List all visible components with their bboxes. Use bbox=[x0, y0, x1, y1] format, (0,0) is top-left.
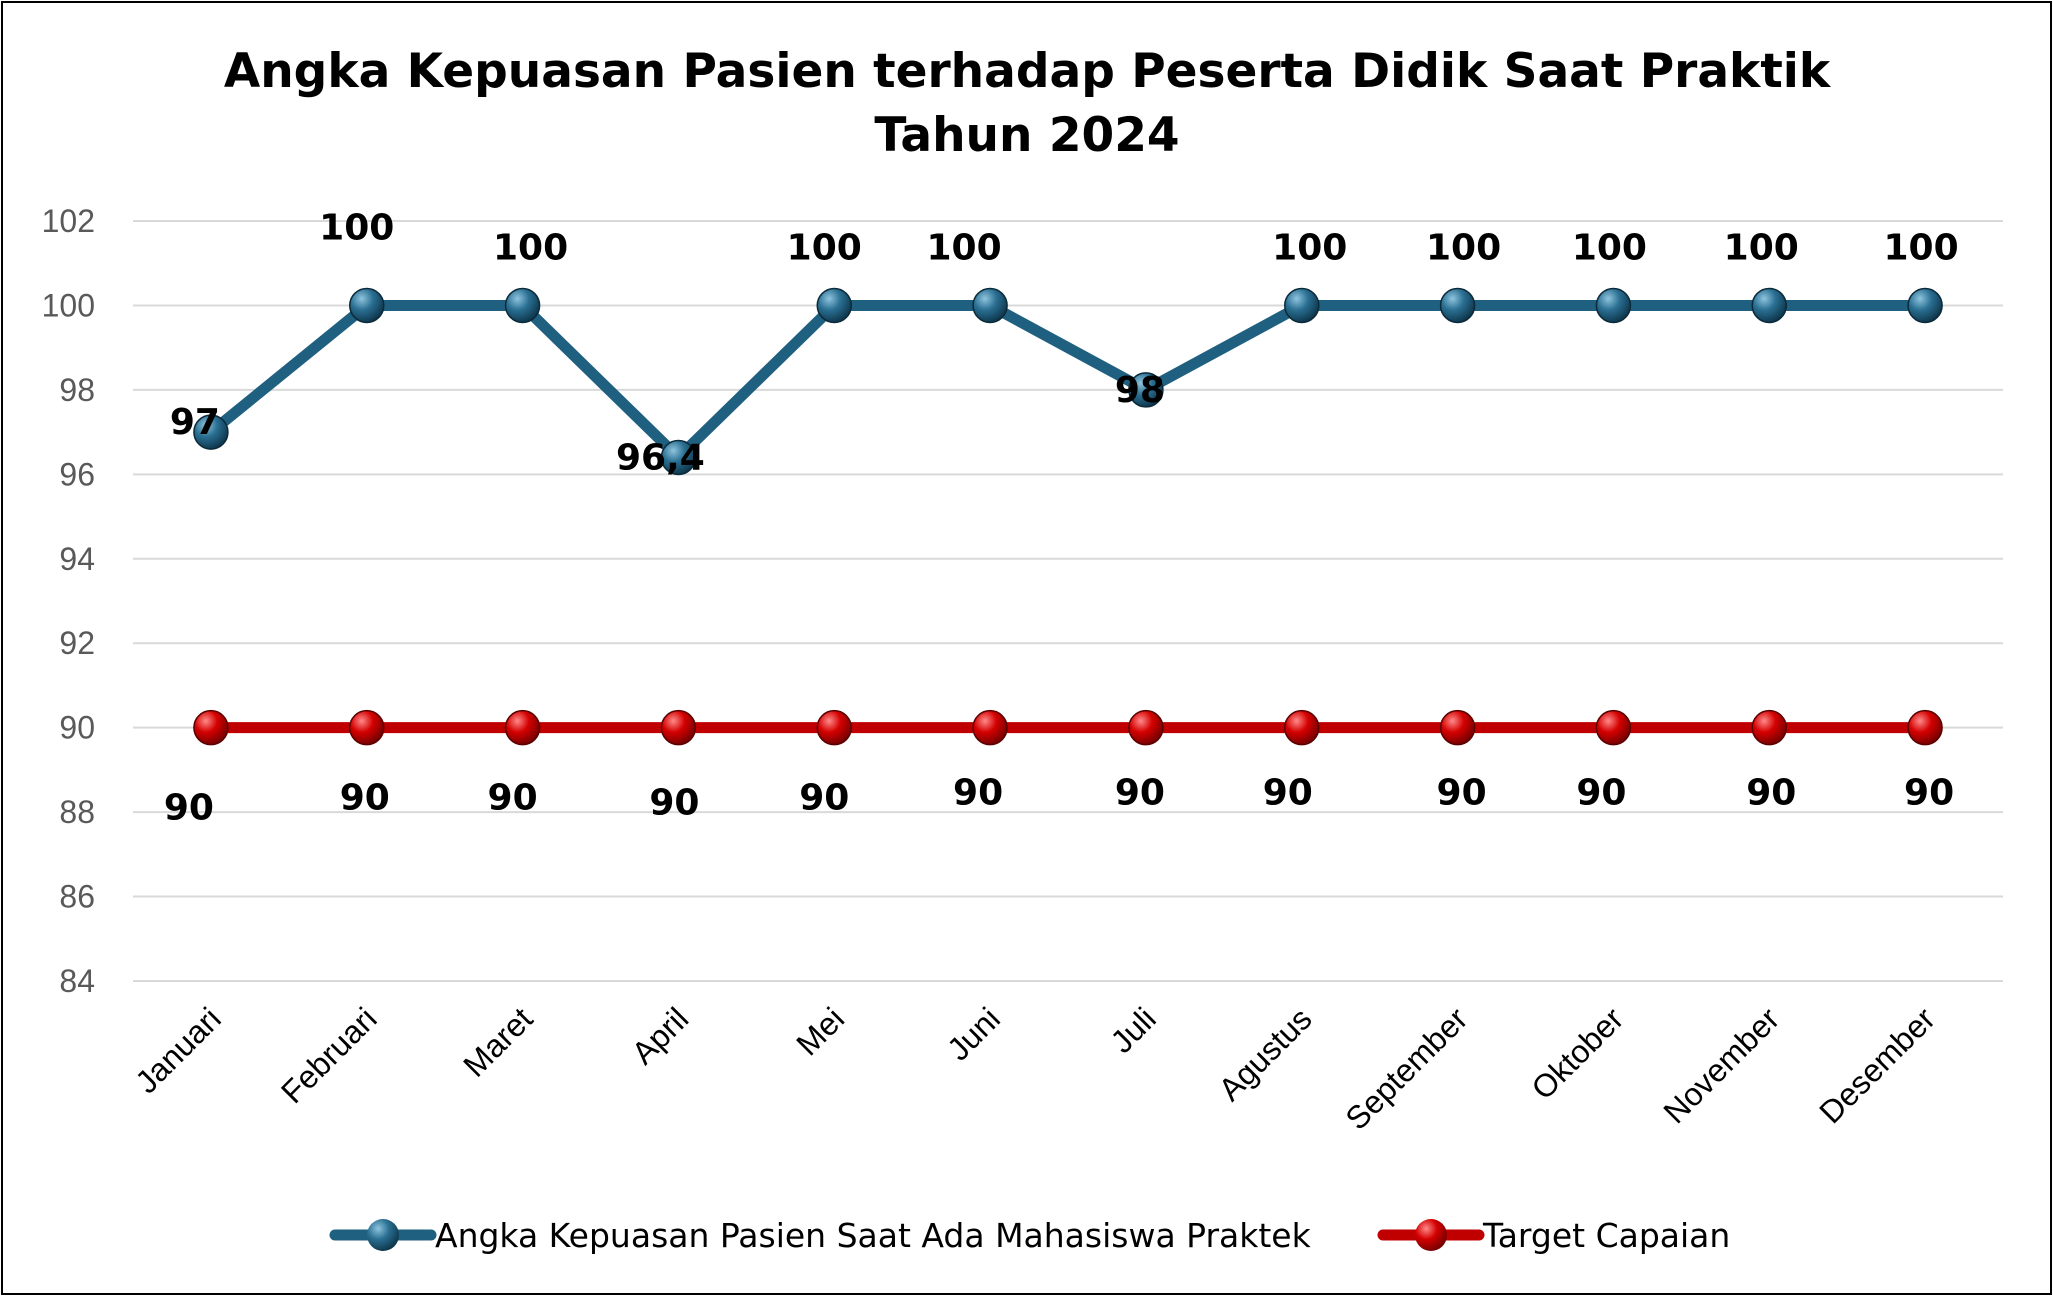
y-tick-label: 86 bbox=[59, 879, 95, 915]
data-point bbox=[504, 287, 541, 324]
x-tick-label: Mei bbox=[789, 1000, 851, 1062]
data-label: 100 bbox=[787, 227, 862, 268]
legend: Angka Kepuasan Pasien Saat Ada Mahasiswa… bbox=[329, 1216, 1730, 1255]
data-label: 90 bbox=[340, 778, 390, 819]
x-tick-label: April bbox=[625, 1000, 696, 1071]
x-tick-label: Desember bbox=[1812, 1000, 1942, 1130]
data-point bbox=[972, 287, 1008, 324]
data-label: 100 bbox=[1884, 227, 1959, 268]
data-point bbox=[1439, 709, 1476, 746]
data-label: 90 bbox=[1904, 773, 1954, 814]
data-point bbox=[1595, 287, 1632, 324]
data-point bbox=[1751, 287, 1787, 324]
data-point bbox=[1907, 287, 1943, 324]
data-point bbox=[349, 709, 385, 746]
data-label: 90 bbox=[488, 778, 538, 819]
series-line bbox=[205, 299, 1931, 463]
data-label: 90 bbox=[1115, 773, 1165, 814]
data-labels: 97 100 100 96,4 100 100 98 100 100 100 100 100 90 90 9… bbox=[164, 207, 1959, 828]
x-tick-label: Agustus bbox=[1211, 1000, 1318, 1107]
data-label: 97 bbox=[170, 402, 220, 443]
data-label: 100 bbox=[1724, 227, 1799, 268]
x-tick-label: November bbox=[1656, 1000, 1786, 1130]
legend-swatch-marker bbox=[367, 1219, 399, 1251]
y-tick-label: 84 bbox=[59, 963, 95, 999]
data-label: 96,4 bbox=[616, 437, 705, 478]
legend-label: Angka Kepuasan Pasien Saat Ada Mahasiswa… bbox=[435, 1216, 1312, 1255]
data-point bbox=[193, 709, 229, 746]
y-tick-label: 102 bbox=[42, 203, 95, 239]
data-point bbox=[972, 709, 1008, 746]
data-label: 100 bbox=[493, 227, 568, 268]
series-lines bbox=[205, 299, 1931, 734]
data-label: 90 bbox=[649, 783, 699, 824]
data-point bbox=[504, 709, 541, 746]
data-label: 90 bbox=[953, 773, 1003, 814]
data-label: 90 bbox=[1437, 773, 1487, 814]
data-point bbox=[660, 439, 697, 476]
y-tick-label: 90 bbox=[59, 710, 95, 746]
data-point bbox=[193, 414, 229, 450]
data-point bbox=[816, 287, 852, 324]
data-point bbox=[1284, 709, 1320, 746]
data-point bbox=[1907, 709, 1943, 746]
data-label: 90 bbox=[799, 778, 849, 819]
data-label: 90 bbox=[1576, 773, 1626, 814]
y-tick-label: 92 bbox=[59, 625, 95, 661]
y-tick-label: 98 bbox=[59, 372, 95, 408]
data-label: 90 bbox=[164, 788, 214, 829]
data-point bbox=[1595, 709, 1632, 746]
data-label: 98 bbox=[1115, 370, 1165, 411]
data-point bbox=[816, 709, 852, 746]
y-tick-label: 96 bbox=[59, 456, 95, 492]
gridlines bbox=[133, 220, 2003, 982]
y-axis-ticks: 84 86 88 90 92 94 96 98 100 102 bbox=[42, 203, 95, 999]
x-tick-label: Juli bbox=[1103, 1000, 1162, 1059]
y-tick-label: 94 bbox=[59, 541, 95, 577]
data-point bbox=[1751, 709, 1787, 746]
x-tick-label: Maret bbox=[456, 1000, 539, 1083]
data-point bbox=[1128, 372, 1164, 408]
x-tick-label: Januari bbox=[128, 1000, 228, 1100]
legend-swatch-marker bbox=[1415, 1219, 1447, 1251]
data-point bbox=[1128, 709, 1164, 746]
legend-label: Target Capaian bbox=[1482, 1216, 1730, 1255]
y-tick-label: 88 bbox=[59, 794, 95, 830]
series-markers bbox=[193, 287, 1943, 746]
line-chart: Angka Kepuasan Pasien terhadap Peserta D… bbox=[42, 44, 2003, 1255]
data-label: 100 bbox=[319, 207, 394, 248]
x-tick-label: Oktober bbox=[1524, 1000, 1630, 1106]
data-label: 100 bbox=[927, 227, 1002, 268]
y-tick-label: 100 bbox=[42, 287, 95, 323]
data-point bbox=[349, 287, 385, 324]
x-tick-label: September bbox=[1338, 1000, 1474, 1136]
chart-subtitle: Tahun 2024 bbox=[874, 108, 1179, 163]
data-label: 100 bbox=[1426, 227, 1501, 268]
data-point bbox=[660, 709, 697, 746]
x-tick-label: Februari bbox=[274, 1000, 384, 1110]
data-label: 100 bbox=[1572, 227, 1647, 268]
data-label: 90 bbox=[1746, 773, 1796, 814]
x-axis-ticks: Januari Februari Maret April Mei Juni Juli Agus… bbox=[128, 1000, 1942, 1136]
data-label: 90 bbox=[1263, 773, 1313, 814]
data-point bbox=[1439, 287, 1476, 324]
data-label: 100 bbox=[1272, 227, 1347, 268]
chart-title: Angka Kepuasan Pasien terhadap Peserta D… bbox=[224, 44, 1832, 99]
x-tick-label: Juni bbox=[940, 1000, 1007, 1067]
data-point bbox=[1284, 287, 1320, 324]
